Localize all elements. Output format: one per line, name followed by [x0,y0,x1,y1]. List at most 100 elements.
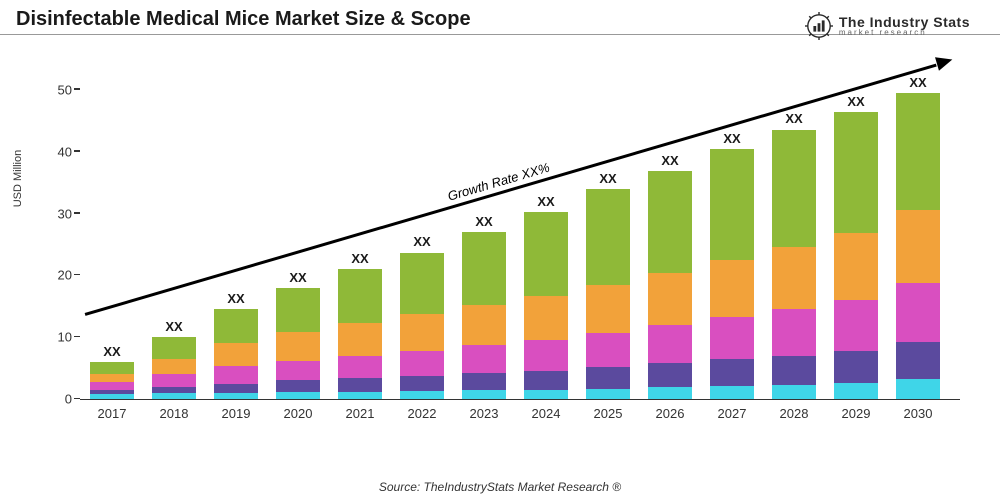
x-tick-label: 2018 [160,406,189,421]
bar-value-label: XX [599,171,616,186]
bar-segment [896,342,940,379]
bar-segment [338,392,382,399]
bar [772,130,816,399]
chart-title: Disinfectable Medical Mice Market Size &… [16,8,471,31]
bar-segment [586,189,630,285]
bar [462,232,506,399]
y-tick-mark [74,274,80,276]
bar-segment [524,390,568,399]
bar-segment [400,391,444,399]
bar-segment [648,363,692,387]
bar-segment [710,359,754,386]
x-tick-label: 2030 [904,406,933,421]
bar-value-label: XX [909,75,926,90]
x-tick-label: 2020 [284,406,313,421]
y-tick-label: 20 [42,268,72,283]
plot-area: USD Million 010203040502017XX2018XX2019X… [80,60,960,400]
bar-segment [338,269,382,323]
bar-segment [152,374,196,386]
bar-value-label: XX [785,111,802,126]
bar-segment [648,273,692,326]
bar-value-label: XX [103,344,120,359]
bar [152,337,196,399]
bar-segment [214,366,258,383]
bar-segment [524,371,568,390]
bar-value-label: XX [847,94,864,109]
bar-segment [338,378,382,392]
bar-segment [896,93,940,210]
x-tick-label: 2022 [408,406,437,421]
bar-segment [586,333,630,367]
bar-segment [896,379,940,399]
bar-value-label: XX [227,291,244,306]
bar-segment [834,300,878,351]
bar-chart: USD Million 010203040502017XX2018XX2019X… [80,60,960,440]
bar-segment [90,382,134,389]
bar-segment [586,389,630,400]
bar-value-label: XX [351,251,368,266]
bar-segment [276,288,320,333]
bar-segment [524,212,568,295]
bar-segment [400,314,444,350]
y-tick-mark [74,150,80,152]
bar-segment [338,356,382,378]
bar-segment [462,345,506,373]
bar [896,93,940,399]
bar-segment [152,359,196,374]
bar [834,112,878,399]
bar [400,253,444,399]
bar-segment [400,351,444,376]
y-tick-mark [74,398,80,400]
bar-segment [524,340,568,371]
x-tick-label: 2028 [780,406,809,421]
bar-segment [648,171,692,273]
y-tick-mark [74,212,80,214]
y-tick-mark [74,88,80,90]
bar-segment [834,112,878,233]
x-tick-label: 2023 [470,406,499,421]
bar-segment [276,332,320,360]
bar-value-label: XX [165,319,182,334]
bar-segment [772,247,816,309]
bar-segment [710,260,754,317]
bar [648,171,692,399]
x-tick-label: 2029 [842,406,871,421]
x-tick-label: 2025 [594,406,623,421]
bar-segment [152,393,196,399]
y-tick-label: 0 [42,392,72,407]
bar [524,212,568,399]
bar-segment [772,309,816,355]
y-tick-label: 40 [42,144,72,159]
bar-segment [276,361,320,381]
y-tick-label: 10 [42,330,72,345]
bar-value-label: XX [661,153,678,168]
bar-segment [772,356,816,385]
bar-segment [710,386,754,399]
bar [214,309,258,399]
bar-segment [152,337,196,359]
bar-segment [90,394,134,399]
bar-segment [152,387,196,394]
y-axis-label: USD Million [12,149,24,206]
logo-sub-text: market research [839,29,970,37]
x-tick-label: 2024 [532,406,561,421]
bar-segment [90,362,134,374]
bar-segment [896,283,940,342]
bar-segment [896,210,940,283]
x-tick-label: 2017 [98,406,127,421]
brand-logo: The Industry Stats market research [805,12,970,40]
bar-segment [276,392,320,399]
bar-value-label: XX [537,194,554,209]
bar-value-label: XX [475,214,492,229]
bar-value-label: XX [413,234,430,249]
bar-segment [648,325,692,363]
bar [90,362,134,399]
bar-segment [338,323,382,356]
y-tick-label: 50 [42,82,72,97]
y-tick-label: 30 [42,206,72,221]
bar-segment [834,383,878,399]
bar-segment [586,367,630,389]
bar-segment [834,233,878,300]
bar-segment [772,385,816,399]
bar-segment [462,390,506,399]
